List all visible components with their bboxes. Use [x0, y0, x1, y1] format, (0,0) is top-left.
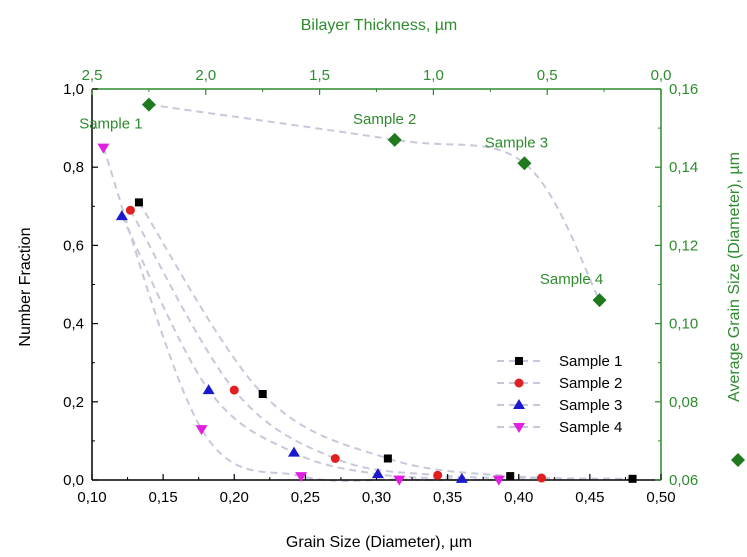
x2-tick-label: 0,0 [651, 67, 672, 84]
x2-axis-title: Bilayer Thickness, µm [301, 17, 458, 34]
secondary-markers: Sample 1 Sample 2 Sample 3 Sample 4 [79, 97, 745, 467]
data-point-series-3 [371, 468, 384, 479]
x-tick-label: 0,25 [291, 489, 320, 506]
data-point-series-2 [229, 385, 239, 395]
y-tick-label: 0,8 [63, 159, 84, 176]
y2-axis-title: Average Grain Size (Diameter), µm [726, 152, 743, 402]
trend-curve-2 [129, 209, 542, 480]
data-point-series-4 [492, 475, 505, 486]
legend-label: Sample 1 [559, 353, 622, 370]
data-point-series-3 [202, 384, 215, 395]
y2-tick-label: 0,08 [669, 394, 698, 411]
dashed-curves [102, 103, 633, 482]
x-axis-ticks: 0,10 0,15 0,20 0,25 0,30 0,35 0,40 0,45 0,50 [77, 474, 676, 506]
y2-tick-label: 0,06 [669, 472, 698, 489]
data-point-series-2 [330, 453, 340, 463]
x-tick-label: 0,50 [646, 489, 675, 506]
y-tick-label: 0,2 [63, 394, 84, 411]
x-tick-label: 0,20 [220, 489, 249, 506]
x-axis-title: Grain Size (Diameter), µm [286, 534, 472, 551]
y-tick-label: 0,6 [63, 237, 84, 254]
legend: Sample 1 Sample 2 Sample 3 Sample 4 [497, 353, 622, 436]
y-axis-ticks: 0,0 0,2 0,4 0,6 0,8 1,0 [63, 81, 98, 489]
x-tick-label: 0,45 [575, 489, 604, 506]
x2-tick-label: 0,5 [537, 67, 558, 84]
data-point-series-4 [97, 143, 110, 154]
x2-tick-label: 2,0 [195, 67, 216, 84]
x2-axis-ticks: 2,5 2,0 1,5 1,0 0,5 0,0 [82, 67, 672, 95]
data-point-series-4 [295, 472, 308, 483]
x2-tick-label: 1,5 [309, 67, 330, 84]
y-axis-title: Number Fraction [17, 227, 34, 346]
data-point-series-3 [455, 472, 468, 483]
y2-tick-label: 0,12 [669, 237, 698, 254]
legend-label: Sample 3 [559, 397, 622, 414]
y2-tick-label: 0,14 [669, 159, 698, 176]
average-point-label: Sample 3 [485, 134, 548, 151]
data-point-series-3 [287, 446, 300, 457]
data-markers [97, 143, 637, 486]
average-point [387, 132, 402, 147]
x-tick-label: 0,10 [77, 489, 106, 506]
y2-tick-label: 0,10 [669, 316, 698, 333]
trend-curve-1 [138, 201, 633, 480]
average-point-label: Sample 4 [540, 271, 603, 288]
legend-label: Sample 4 [559, 419, 622, 436]
data-point-series-4 [393, 475, 406, 486]
average-point [517, 156, 532, 171]
data-point-series-1 [383, 454, 392, 463]
trend-curve-average [148, 103, 601, 301]
y2-tick-label: 0,16 [669, 81, 698, 98]
average-point-label: Sample 1 [79, 116, 142, 133]
legend-marker [514, 378, 524, 388]
legend-label: Sample 2 [559, 375, 622, 392]
data-point-series-3 [115, 210, 128, 221]
y-tick-label: 0,0 [63, 472, 84, 489]
data-point-series-2 [537, 473, 547, 483]
data-point-series-1 [628, 474, 637, 483]
y2-axis-ticks: 0,06 0,08 0,10 0,12 0,14 0,16 [655, 81, 698, 489]
average-point [141, 97, 156, 112]
average-point-label: Sample 2 [353, 111, 416, 128]
x2-tick-label: 2,5 [82, 67, 103, 84]
trend-curve-4 [102, 147, 499, 482]
data-point-series-2 [433, 470, 443, 480]
legend-marker [513, 423, 525, 433]
x-tick-label: 0,40 [504, 489, 533, 506]
legend-marker [513, 399, 525, 409]
y-tick-label: 0,4 [63, 316, 84, 333]
average-point [592, 293, 607, 308]
data-point-series-1 [258, 389, 267, 398]
x2-tick-label: 1,0 [423, 67, 444, 84]
x-tick-label: 0,35 [433, 489, 462, 506]
trend-curve-3 [120, 215, 462, 480]
data-point-series-2 [125, 205, 135, 215]
data-point-series-1 [134, 198, 143, 207]
y-tick-label: 1,0 [63, 81, 84, 98]
legend-marker [515, 357, 523, 365]
x-tick-label: 0,30 [362, 489, 391, 506]
data-point-series-1 [506, 472, 515, 481]
x-tick-label: 0,15 [149, 489, 178, 506]
data-point-series-4 [195, 425, 208, 436]
y2-title-marker [731, 453, 745, 467]
